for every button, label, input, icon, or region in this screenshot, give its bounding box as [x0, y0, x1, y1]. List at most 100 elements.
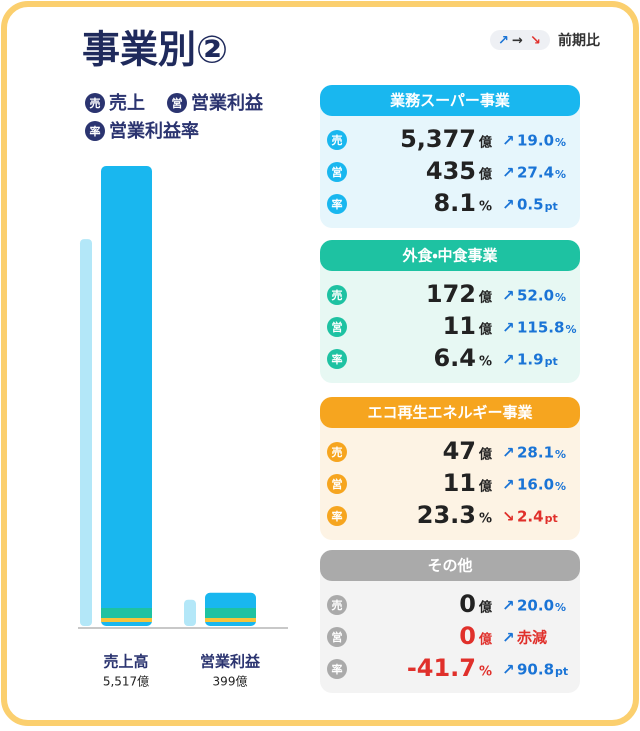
trend-arrow: ↗ [502, 444, 515, 462]
row-icon: 率 [332, 197, 343, 211]
value-unit: 億 [478, 447, 492, 463]
card-header [320, 85, 580, 116]
bar-stripe [101, 608, 152, 618]
value-unit: 億 [478, 479, 492, 495]
value: 5,377 [400, 125, 476, 153]
row-icon-bg [327, 627, 347, 647]
change: 28.1 [517, 444, 554, 462]
row-icon: 売 [332, 445, 343, 459]
value-unit: 億 [478, 290, 492, 306]
change-unit: % [555, 601, 566, 614]
row-icon: 率 [332, 352, 343, 366]
change: 16.0 [517, 476, 554, 494]
bar [101, 166, 152, 626]
change: 20.0 [517, 597, 554, 615]
change: 赤減 [516, 629, 547, 647]
change-unit: pt [545, 200, 558, 213]
x-tick-label: 営業利益 [200, 653, 261, 671]
change-unit: pt [555, 665, 568, 678]
trend-arrow: ↗ [502, 351, 515, 369]
value: -41.7 [407, 654, 476, 682]
legend-icon-bg [167, 93, 187, 113]
change: 90.8 [517, 661, 554, 679]
previous-bar [80, 239, 92, 626]
svg-text:↗: ↗ [498, 34, 509, 49]
change-unit: % [565, 323, 576, 336]
value: 0 [459, 622, 476, 650]
bar-stripe [205, 608, 256, 618]
row-icon-bg [327, 162, 347, 182]
value: 11 [443, 469, 476, 497]
card-body [320, 240, 580, 383]
legend-label: 営業利益 [191, 92, 264, 114]
card-body [320, 397, 580, 540]
value: 0 [459, 590, 476, 618]
value-label: 399億 [213, 675, 248, 689]
trend-arrow: ↗ [502, 196, 515, 214]
value: 172 [426, 280, 476, 308]
comparison-icon: ↗ → ↘ [490, 30, 550, 50]
value-unit: 億 [478, 167, 492, 183]
legend-icon: 売 [90, 96, 101, 110]
card-header [320, 397, 580, 428]
value: 47 [443, 437, 476, 465]
row-icon: 営 [332, 165, 343, 179]
change-unit: % [555, 168, 566, 181]
row-icon: 売 [332, 598, 343, 612]
row-icon-bg [327, 130, 347, 150]
value: 435 [426, 157, 476, 185]
change-unit: pt [545, 512, 558, 525]
trend-arrow: ↗ [502, 132, 515, 150]
change-unit: % [555, 291, 566, 304]
change-unit: % [555, 136, 566, 149]
trend-arrow: ↗ [502, 287, 515, 305]
card-title: その他 [427, 557, 472, 575]
trend-arrow: ↗ [502, 319, 515, 337]
row-icon: 率 [332, 662, 343, 676]
legend-icon: 営 [172, 96, 183, 110]
trend-arrow: ↗ [502, 164, 515, 182]
row-icon: 売 [332, 288, 343, 302]
value: 23.3 [417, 501, 476, 529]
legend-label: 営業利益率 [109, 120, 199, 142]
value: 8.1 [433, 189, 476, 217]
legend-icon: 率 [90, 124, 101, 138]
value-label: 5,517億 [103, 675, 149, 689]
value-unit: 億 [478, 322, 492, 338]
card-title: 外食・中食事業 [401, 247, 498, 265]
row-icon-bg [327, 442, 347, 462]
change: 1.9 [517, 351, 544, 369]
trend-arrow: ↗ [502, 661, 515, 679]
row-icon-bg [327, 194, 347, 214]
card-header [320, 240, 580, 271]
change-unit: % [555, 448, 566, 461]
svg-text:→: → [512, 34, 523, 49]
card-title: エコ再生エネルギー事業 [367, 404, 533, 422]
title: 事業別② [82, 28, 228, 72]
card-body [320, 550, 580, 693]
row-icon: 営 [332, 630, 343, 644]
row-icon-bg [327, 317, 347, 337]
value-unit: % [479, 512, 492, 527]
legend-label: 売上 [109, 92, 145, 114]
value-unit: % [479, 200, 492, 215]
value-unit: 億 [478, 632, 492, 648]
card-header [320, 550, 580, 581]
trend-arrow: ↗ [502, 476, 515, 494]
value: 11 [443, 312, 476, 340]
row-icon-bg [327, 285, 347, 305]
trend-arrow: ↗ [502, 629, 515, 647]
x-tick-label: 売上高 [103, 653, 148, 671]
row-icon: 営 [332, 320, 343, 334]
row-icon-bg [327, 506, 347, 526]
legend-icon-bg [85, 93, 105, 113]
comparison-label: 前期比 [558, 32, 600, 49]
value: 6.4 [433, 344, 476, 372]
value-unit: 億 [478, 135, 492, 151]
change: 19.0 [517, 132, 554, 150]
change: 2.4 [517, 508, 544, 526]
value-unit: 億 [478, 600, 492, 616]
trend-arrow: ↗ [502, 597, 515, 615]
row-icon-bg [327, 474, 347, 494]
